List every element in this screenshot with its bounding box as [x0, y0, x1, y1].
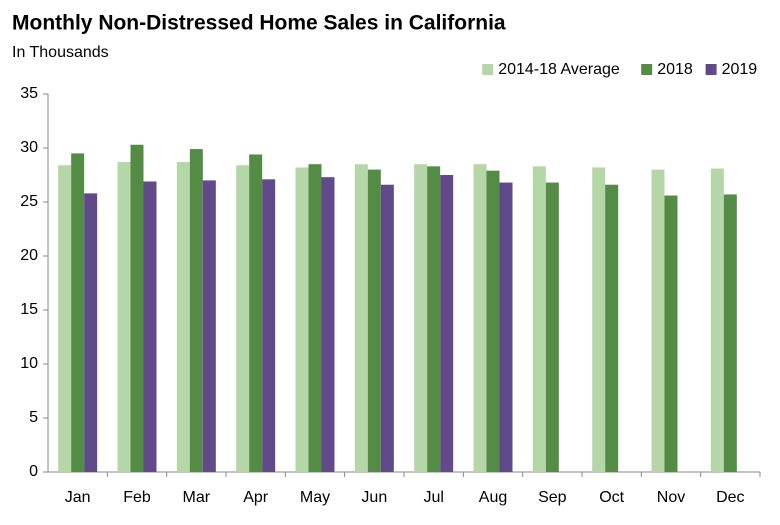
- legend-label: 2014-18 Average: [498, 61, 620, 78]
- bar: [176, 162, 190, 473]
- legend-swatch: [705, 64, 717, 75]
- y-tick-label: 20: [20, 247, 38, 264]
- bar: [117, 162, 131, 473]
- bar: [499, 182, 513, 472]
- x-tick-label: Feb: [123, 489, 151, 506]
- bar: [664, 195, 678, 472]
- bar: [236, 165, 250, 472]
- bar: [532, 166, 546, 473]
- x-tick-label: May: [300, 489, 330, 506]
- y-tick-label: 15: [20, 301, 38, 318]
- bar: [605, 184, 619, 472]
- y-tick-label: 10: [20, 355, 38, 372]
- bar: [651, 169, 665, 472]
- bar: [189, 149, 203, 472]
- legend-swatch: [641, 64, 653, 75]
- legend-label: 2018: [657, 61, 693, 78]
- x-tick-label: Dec: [716, 489, 744, 506]
- bar: [262, 179, 276, 472]
- chart-title: Monthly Non-Distressed Home Sales in Cal…: [12, 12, 506, 35]
- bar: [710, 168, 724, 472]
- x-tick-label: Jul: [423, 489, 443, 506]
- bar: [130, 144, 144, 472]
- bar: [473, 164, 487, 472]
- bar: [427, 166, 441, 473]
- bar: [367, 169, 381, 472]
- bar: [84, 193, 98, 473]
- bar: [71, 153, 85, 472]
- y-tick-label: 35: [20, 85, 38, 102]
- bar: [440, 175, 454, 472]
- chart-subtitle: In Thousands: [12, 44, 109, 61]
- x-tick-label: Mar: [183, 489, 211, 506]
- bar: [58, 165, 72, 472]
- x-tick-label: Nov: [657, 489, 685, 506]
- bar: [592, 167, 606, 472]
- bar: [354, 164, 368, 472]
- x-tick-label: Oct: [599, 489, 624, 506]
- bar: [380, 184, 394, 472]
- bar: [143, 181, 157, 473]
- bar: [414, 164, 428, 472]
- legend-swatch: [482, 64, 494, 75]
- bar: [321, 177, 335, 472]
- bar: [545, 182, 559, 472]
- legend-label: 2019: [722, 61, 758, 78]
- x-tick-label: Jun: [361, 489, 387, 506]
- bar: [249, 154, 263, 473]
- x-tick-label: Jan: [65, 489, 91, 506]
- bar: [723, 194, 737, 472]
- bar: [308, 164, 322, 472]
- y-tick-label: 30: [20, 139, 38, 156]
- x-tick-label: Sep: [538, 489, 567, 506]
- bar: [486, 170, 500, 472]
- bar: [295, 167, 309, 472]
- y-tick-label: 5: [29, 409, 38, 426]
- y-tick-label: 25: [20, 193, 38, 210]
- y-tick-label: 0: [29, 463, 38, 480]
- bar: [202, 180, 216, 472]
- x-tick-label: Apr: [243, 489, 269, 506]
- x-tick-label: Aug: [479, 489, 507, 506]
